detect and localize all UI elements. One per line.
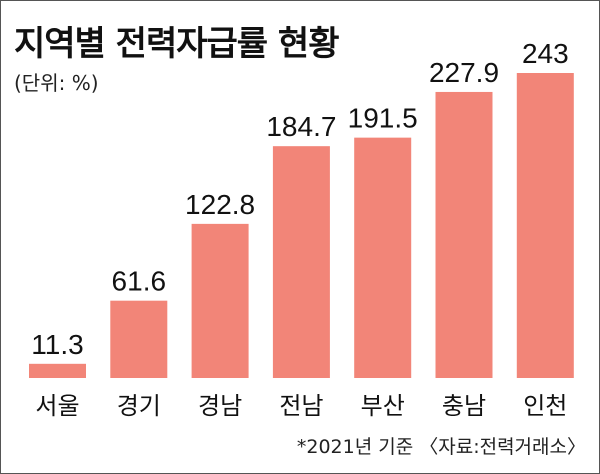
value-label: 184.7 [266,111,336,142]
category-label: 충남 [442,392,486,420]
category-label: 경기 [117,392,161,420]
bar-경기 [110,300,168,378]
category-label: 서울 [35,392,79,420]
value-label: 61.6 [112,266,167,297]
bar-전남 [272,146,330,378]
bar-충남 [435,91,493,379]
bar-인천 [516,73,574,378]
value-label: 227.9 [429,57,499,88]
value-label: 11.3 [31,329,83,360]
unit-label: (단위: %) [14,71,99,95]
category-label: 경남 [198,392,242,420]
value-label: 122.8 [185,189,255,220]
bar-부산 [354,137,412,378]
source-note: *2021년 기준 〈자료:전력거래소〉 [296,436,586,458]
value-label: 191.5 [348,103,418,134]
bar-경남 [191,223,249,378]
category-label: 부산 [361,392,405,420]
category-label: 인천 [523,392,567,420]
value-label: 243 [522,38,569,69]
category-label: 전남 [279,392,323,420]
chart-title: 지역별 전력자급률 현황 [14,24,339,64]
bar-서울 [29,363,86,378]
